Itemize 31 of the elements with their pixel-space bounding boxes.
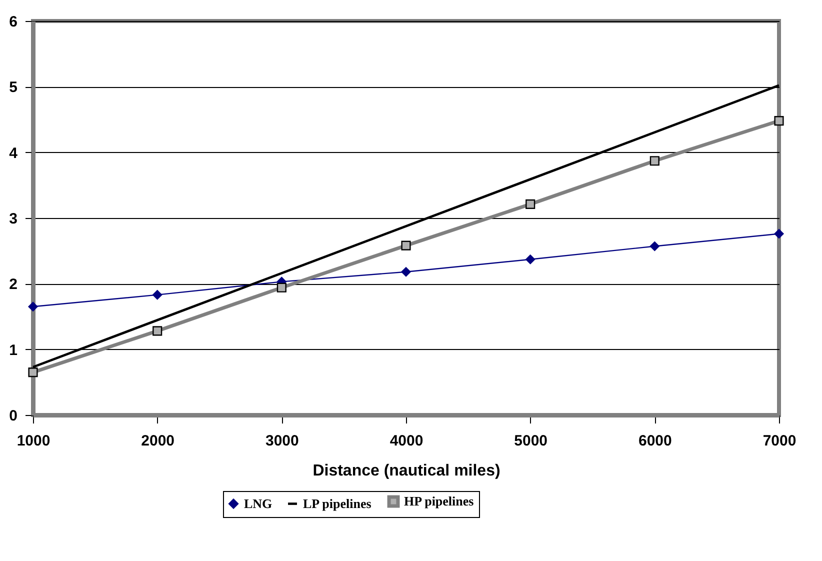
x-axis-title: Distance (nautical miles) <box>312 462 500 480</box>
x-tick-label: 6000 <box>638 432 672 450</box>
point <box>526 199 536 209</box>
y-tick-label: 6 <box>9 14 18 30</box>
x-tick-label: 5000 <box>514 432 548 450</box>
x-tick-label: 3000 <box>265 432 299 450</box>
x-tick-label: 1000 <box>16 432 50 450</box>
point <box>774 228 784 239</box>
x-tick-label: 4000 <box>390 432 424 450</box>
legend-label: HP pipelines <box>404 494 474 509</box>
point <box>774 116 784 126</box>
y-tick-label: 5 <box>9 79 18 96</box>
y-tick-label: 0 <box>9 408 18 424</box>
legend-label: LNG <box>244 496 272 511</box>
x-tick-label: 7000 <box>762 432 796 450</box>
point <box>650 241 660 252</box>
point <box>401 240 411 250</box>
point <box>152 326 162 336</box>
point <box>28 302 38 312</box>
legend-label: LP pipelines <box>303 496 372 511</box>
point <box>28 368 38 378</box>
point <box>276 282 286 292</box>
point <box>152 290 162 300</box>
y-tick-label: 4 <box>9 144 18 162</box>
point <box>401 267 411 277</box>
y-tick-label: 1 <box>9 342 18 359</box>
y-tick-label: 2 <box>9 276 18 294</box>
point <box>526 254 536 264</box>
x-tick-label: 2000 <box>141 432 175 450</box>
point <box>650 156 660 166</box>
y-tick-label: 3 <box>9 210 18 228</box>
